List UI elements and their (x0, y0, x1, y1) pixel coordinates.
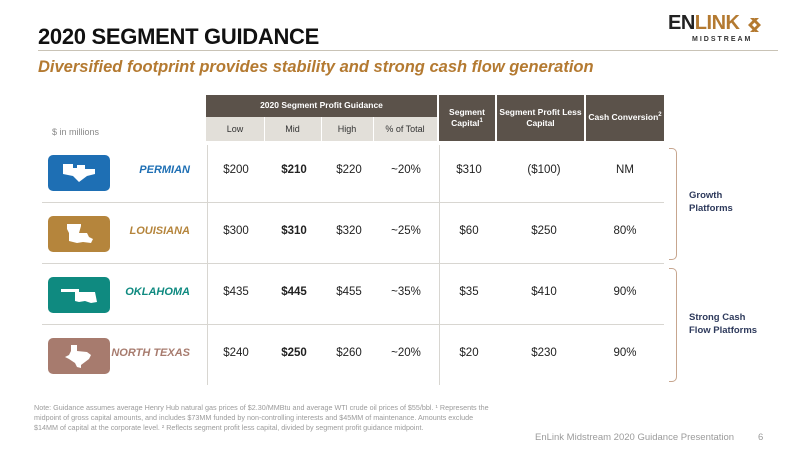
table-row: NORTH TEXAS $240 $250 $260 ~20% $20 $230… (42, 325, 664, 386)
oklahoma-badge (48, 277, 110, 313)
cell-cash-conversion: 90% (613, 286, 637, 298)
table-row: PERMIAN $200 $210 $220 ~20% $310 ($100) … (42, 142, 664, 203)
cell-profit-less-capital: ($100) (527, 164, 561, 176)
title-divider (38, 50, 778, 51)
subheader-separator (264, 117, 265, 141)
growth-bracket (669, 148, 677, 260)
cell-pct-total: ~20% (391, 164, 421, 176)
group-header-profit-guidance: 2020 Segment Profit Guidance (206, 95, 437, 117)
permian-map-icon (63, 164, 95, 182)
cashflow-platforms-label: Strong Cash Flow Platforms (689, 312, 758, 337)
cell-segment-capital: $35 (459, 286, 479, 298)
permian-badge (48, 155, 110, 191)
logo-subtext: MIDSTREAM (692, 36, 753, 43)
table-row: LOUISIANA $300 $310 $320 ~25% $60 $250 8… (42, 203, 664, 264)
region-label: LOUISIANA (129, 225, 191, 237)
region-label: OKLAHOMA (125, 286, 190, 298)
cell-cash-conversion: 80% (613, 225, 637, 237)
column-divider (439, 145, 440, 385)
units-label: $ in millions (52, 127, 100, 137)
cell-low: $200 (223, 164, 249, 176)
subheader-mid: Mid (285, 124, 300, 134)
header-segment-capital: Segment Capital1 (439, 95, 495, 141)
logo-arrow-icon (748, 18, 761, 32)
subheader-low: Low (226, 124, 244, 134)
table-row: OKLAHOMA $435 $445 $455 ~35% $35 $410 90… (42, 264, 664, 325)
header-segment-capital-text: Segment Capital1 (449, 106, 485, 128)
region-label: PERMIAN (139, 164, 190, 176)
header-cash-conversion: Cash Conversion2 (586, 95, 664, 141)
cell-cash-conversion: NM (616, 164, 634, 176)
header-cash-conversion-text: Cash Conversion2 (588, 112, 662, 123)
cell-segment-capital: $60 (459, 225, 479, 237)
louisiana-map-icon (67, 224, 93, 243)
cell-pct-total: ~25% (391, 225, 421, 237)
north-texas-badge (48, 338, 110, 374)
page-title: 2020 SEGMENT GUIDANCE (38, 24, 319, 49)
subheader-high: High (337, 124, 357, 134)
subheader-separator (373, 117, 374, 141)
cell-mid: $445 (281, 286, 307, 298)
header-profit-less-capital: Segment Profit Less Capital (497, 95, 584, 141)
region-label: NORTH TEXAS (111, 347, 190, 359)
cell-mid: $250 (281, 347, 307, 359)
cell-profit-less-capital: $230 (531, 347, 557, 359)
enlink-logo: ENLINK MIDSTREAM (668, 10, 778, 50)
column-divider (207, 145, 208, 385)
cell-profit-less-capital: $410 (531, 286, 557, 298)
cell-mid: $210 (281, 164, 307, 176)
logo-wordmark: ENLINK (668, 12, 740, 34)
oklahoma-map-icon (61, 289, 97, 303)
footnote: Note: Guidance assumes average Henry Hub… (34, 403, 489, 432)
cell-segment-capital: $310 (456, 164, 482, 176)
cell-mid: $310 (281, 225, 307, 237)
texas-map-icon (65, 345, 91, 368)
cell-pct-total: ~20% (391, 347, 421, 359)
cell-profit-less-capital: $250 (531, 225, 557, 237)
cell-low: $240 (223, 347, 249, 359)
cell-low: $435 (223, 286, 249, 298)
page-number: 6 (758, 432, 764, 443)
growth-platforms-label: Growth Platforms (689, 190, 733, 215)
footer-text: EnLink Midstream 2020 Guidance Presentat… (535, 432, 735, 443)
page-subtitle: Diversified footprint provides stability… (38, 58, 594, 76)
cell-high: $220 (336, 164, 362, 176)
subheader-pct-total: % of Total (385, 124, 425, 134)
louisiana-badge (48, 216, 110, 252)
cell-pct-total: ~35% (391, 286, 421, 298)
cell-segment-capital: $20 (459, 347, 479, 359)
cell-high: $455 (336, 286, 362, 298)
cell-cash-conversion: 90% (613, 347, 637, 359)
cell-high: $320 (336, 225, 362, 237)
cashflow-bracket (669, 268, 677, 382)
subheader-separator (321, 117, 322, 141)
cell-high: $260 (336, 347, 362, 359)
cell-low: $300 (223, 225, 249, 237)
